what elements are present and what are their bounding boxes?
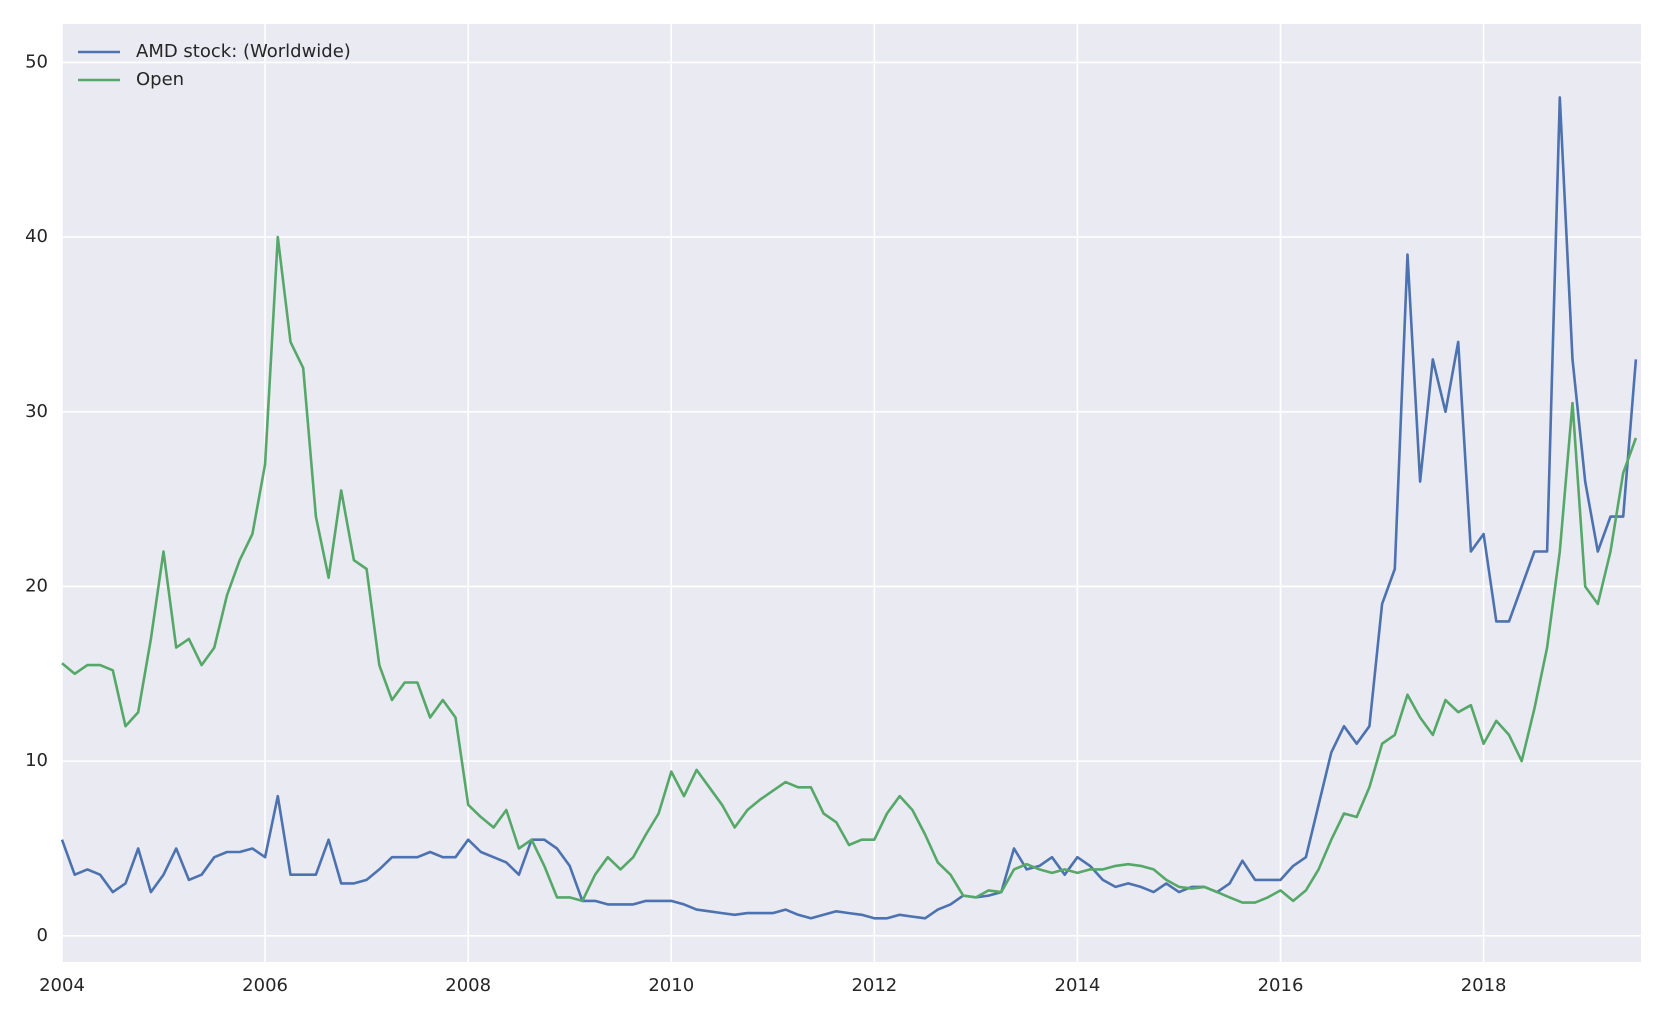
y-tick-label: 0 <box>37 925 48 946</box>
x-tick-label: 2006 <box>242 975 288 996</box>
x-tick-label: 2004 <box>39 975 85 996</box>
legend-label: AMD stock: (Worldwide) <box>136 41 351 62</box>
x-tick-label: 2012 <box>851 975 897 996</box>
y-tick-label: 40 <box>25 226 48 247</box>
legend-label: Open <box>136 69 184 90</box>
series-line <box>61 235 1638 904</box>
y-tick-label: 10 <box>25 750 48 771</box>
x-tick-label: 2018 <box>1461 975 1507 996</box>
y-tick-label: 30 <box>25 401 48 422</box>
plot-area <box>62 24 1641 962</box>
y-tick-label: 50 <box>25 51 48 72</box>
x-tick-label: 2014 <box>1055 975 1101 996</box>
y-tick-label: 20 <box>25 575 48 596</box>
x-tick-label: 2010 <box>648 975 694 996</box>
series-line <box>60 96 1638 920</box>
x-tick-label: 2016 <box>1258 975 1304 996</box>
x-tick-label: 2008 <box>445 975 491 996</box>
